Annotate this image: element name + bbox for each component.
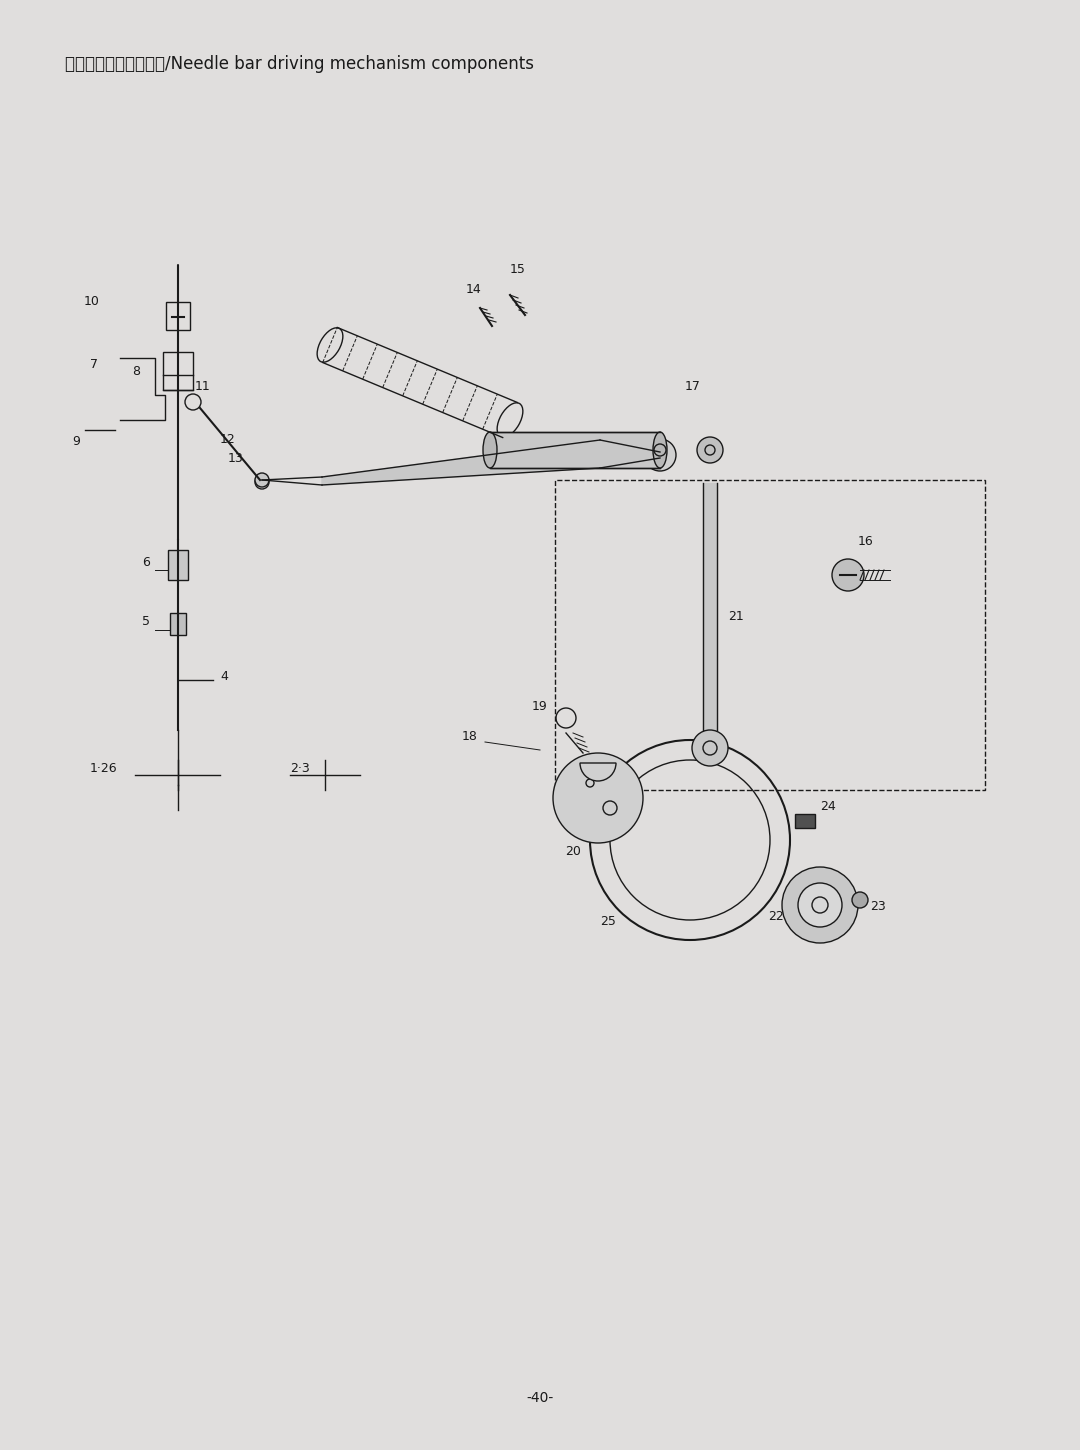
Polygon shape <box>703 483 717 729</box>
Circle shape <box>832 560 864 592</box>
FancyBboxPatch shape <box>795 813 815 828</box>
Text: 2·3: 2·3 <box>291 763 310 774</box>
Text: 9: 9 <box>72 435 80 448</box>
Text: 八、针杆驱动机构部件/Needle bar driving mechanism components: 八、针杆驱动机构部件/Needle bar driving mechanism … <box>65 55 534 72</box>
Text: 12: 12 <box>220 434 235 447</box>
Circle shape <box>644 439 676 471</box>
Ellipse shape <box>653 432 667 468</box>
Wedge shape <box>580 763 616 782</box>
Text: 13: 13 <box>228 452 244 465</box>
Text: 19: 19 <box>532 700 548 713</box>
Circle shape <box>553 753 643 842</box>
Text: 23: 23 <box>870 900 886 914</box>
Text: 20: 20 <box>565 845 581 858</box>
Ellipse shape <box>483 432 497 468</box>
Text: 8: 8 <box>132 365 140 378</box>
Text: 11: 11 <box>195 380 211 393</box>
Bar <box>170 613 186 635</box>
Text: 22: 22 <box>768 911 784 924</box>
Circle shape <box>782 867 858 942</box>
Bar <box>490 432 660 468</box>
Text: 21: 21 <box>728 610 744 624</box>
Circle shape <box>852 892 868 908</box>
Text: 14: 14 <box>465 283 482 296</box>
Circle shape <box>255 473 269 487</box>
Text: 10: 10 <box>84 294 100 307</box>
Text: 4: 4 <box>220 670 228 683</box>
Text: 7: 7 <box>90 358 98 371</box>
Text: 18: 18 <box>462 729 477 742</box>
Text: 1·26: 1·26 <box>90 763 118 774</box>
Text: 24: 24 <box>820 800 836 813</box>
Polygon shape <box>322 439 600 484</box>
Text: 17: 17 <box>685 380 701 393</box>
Text: -40-: -40- <box>526 1391 554 1405</box>
Text: 16: 16 <box>858 535 874 548</box>
Circle shape <box>798 883 842 927</box>
Text: 25: 25 <box>600 915 616 928</box>
Circle shape <box>697 436 723 463</box>
Text: 5: 5 <box>141 615 150 628</box>
Text: 15: 15 <box>510 262 526 276</box>
Text: 6: 6 <box>141 555 150 568</box>
Bar <box>555 480 985 790</box>
Bar <box>168 550 188 580</box>
Circle shape <box>692 729 728 766</box>
